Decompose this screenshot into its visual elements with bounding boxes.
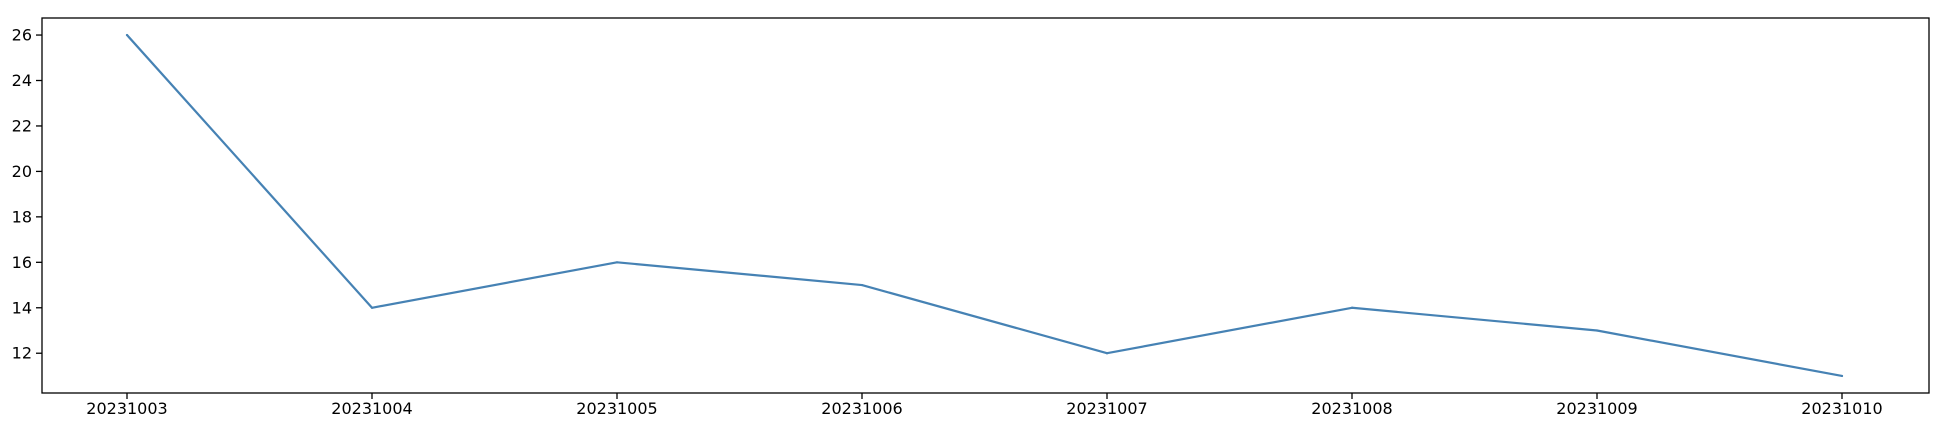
y-tick-label: 26 xyxy=(12,26,32,45)
x-tick-label: 20231008 xyxy=(1311,399,1392,418)
y-tick-label: 18 xyxy=(12,207,32,226)
data-point xyxy=(860,283,864,287)
x-tick-label: 20231007 xyxy=(1066,399,1147,418)
data-point xyxy=(125,33,129,37)
data-point xyxy=(615,261,619,264)
series-line xyxy=(125,33,1844,378)
x-axis: 20231003 20231004 20231005 20231006 20231007… xyxy=(86,393,1883,418)
data-point xyxy=(1350,306,1354,309)
x-tick-label: 20231003 xyxy=(86,399,167,418)
data-point xyxy=(370,306,374,309)
x-tick-label: 20231004 xyxy=(331,399,412,418)
x-tick-label: 20231005 xyxy=(576,399,657,418)
series-layer xyxy=(125,33,1844,378)
x-tick-label: 20231006 xyxy=(821,399,902,418)
y-axis: 12 14 16 18 20 22 24 26 xyxy=(12,26,42,363)
x-tick-label: 20231010 xyxy=(1801,399,1882,418)
plot-frame xyxy=(41,17,1930,394)
y-tick-label: 16 xyxy=(12,253,32,272)
y-tick-label: 14 xyxy=(12,298,32,317)
y-tick-label: 22 xyxy=(12,116,32,135)
y-tick-label: 12 xyxy=(12,344,32,363)
data-point xyxy=(1595,329,1599,332)
y-tick-label: 20 xyxy=(12,162,32,181)
data-point xyxy=(1105,352,1109,355)
data-point xyxy=(1840,374,1844,378)
y-tick-label: 24 xyxy=(12,71,32,90)
x-tick-label: 20231009 xyxy=(1556,399,1637,418)
